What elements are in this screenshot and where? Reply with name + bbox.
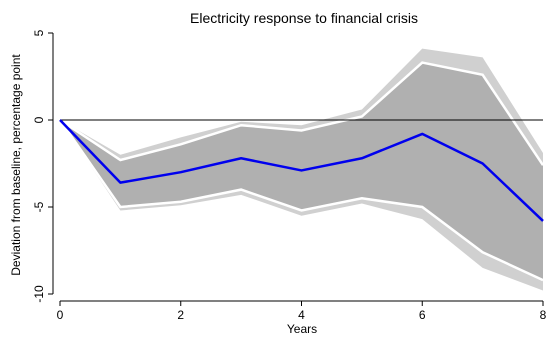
x-tick-label: 0 [57,308,64,322]
x-tick-label: 2 [177,308,184,322]
x-tick-label: 6 [419,308,426,322]
axes: 5 0 -5 -10 0 2 4 6 8 [32,29,547,322]
x-tick-label: 4 [298,308,305,322]
point-estimate-line [59,119,544,222]
y-tick-label: 0 [32,116,46,123]
inner-band-upper-edge [59,61,545,166]
y-tick-label: 5 [32,29,46,36]
inner-band-lower-edge [58,119,544,282]
y-tick-label: -10 [32,285,46,303]
x-tick-label: 8 [540,308,547,322]
x-axis-label: Years [287,322,317,336]
y-axis-label: Deviation from baseline, percentage poin… [9,54,23,276]
series-lines [59,119,544,222]
y-tick-label: -5 [32,201,46,212]
chart-title: Electricity response to financial crisis [190,10,418,26]
